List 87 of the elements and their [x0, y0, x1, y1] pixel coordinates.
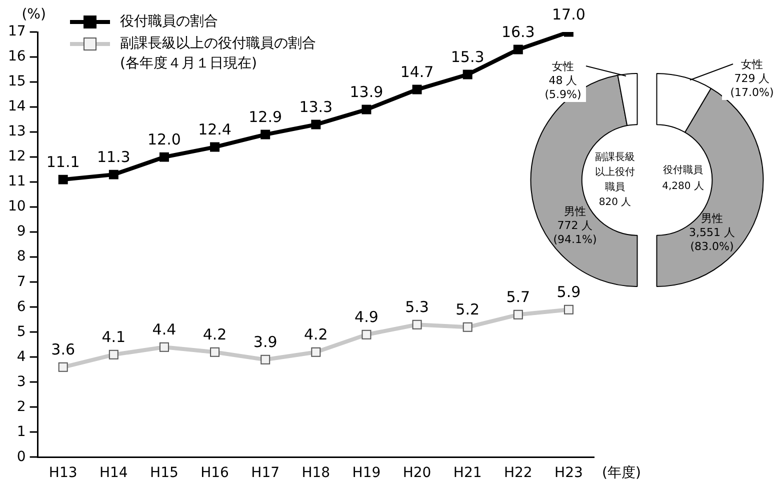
data-label: 3,551 人 (83.0%) — [689, 226, 735, 253]
point — [513, 310, 523, 320]
y-tick-label: 2 — [16, 398, 26, 415]
y-tick-label: 9 — [16, 224, 26, 240]
x-tick-label: H17 — [251, 465, 280, 482]
point — [462, 322, 472, 332]
data-label: 5.9 — [556, 283, 581, 302]
x-axis-title: (年度) — [602, 464, 641, 481]
data-label: 14.7 — [400, 62, 434, 81]
y-tick-label: 10 — [8, 198, 26, 215]
point — [260, 130, 270, 140]
data-label: 48 人 (5.9%) — [544, 74, 582, 101]
annotation: (各年度４月１日現在) — [120, 56, 257, 72]
data-label: 13.3 — [299, 98, 333, 116]
data-label: 3.9 — [253, 333, 278, 352]
point — [108, 350, 118, 360]
point — [412, 84, 422, 94]
y-tick-label: 8 — [16, 248, 26, 265]
slice-label: 女性 — [552, 60, 574, 73]
y-tick-label: 4 — [16, 348, 26, 365]
text: 役付職員 4,280 人 — [661, 164, 705, 194]
data-label: 772 人 (94.1%) — [553, 219, 597, 246]
data-label: 5.7 — [506, 288, 530, 306]
y-tick-label: 17 — [8, 24, 26, 40]
point — [362, 104, 372, 114]
point — [513, 44, 523, 54]
point — [362, 330, 372, 340]
y-tick-label: 14 — [8, 98, 26, 115]
x-tick-label: H13 — [48, 465, 78, 482]
y-tick-label: 1 — [16, 424, 26, 440]
data-label: 11.1 — [46, 152, 80, 171]
point — [564, 304, 574, 314]
point — [159, 152, 169, 162]
x-tick-label: H19 — [352, 465, 381, 482]
y-tick-label: 3 — [16, 374, 26, 390]
data-label: 4.1 — [102, 328, 126, 346]
data-label: 4.9 — [354, 308, 378, 326]
x-tick-label: H22 — [504, 465, 532, 482]
data-label: 4.2 — [202, 326, 227, 344]
text: 副課長級以上役付職員 820 人 — [594, 150, 636, 210]
x-tick-label: H16 — [200, 465, 230, 482]
data-label: 3.6 — [51, 340, 76, 359]
data-label: 5.2 — [456, 300, 480, 319]
data-label: 15.3 — [450, 48, 484, 66]
x-tick-label: H21 — [453, 465, 482, 482]
y-tick-label: 7 — [16, 274, 26, 290]
y-tick-label: 0 — [16, 448, 26, 465]
point — [159, 342, 169, 352]
point — [58, 174, 68, 184]
slice-label: 男性 — [564, 205, 586, 218]
data-label: 12.4 — [198, 120, 232, 138]
y-tick-label: 12 — [8, 148, 26, 165]
y-tick-label: 5 — [16, 324, 26, 340]
y-tick-label: 6 — [16, 298, 26, 315]
data-label: 4.4 — [152, 320, 176, 339]
data-label: 17.0 — [552, 5, 586, 24]
point — [210, 142, 220, 152]
point — [260, 354, 270, 364]
y-tick-label: 15 — [8, 74, 26, 90]
point — [311, 347, 321, 357]
slice-label: 男性 — [701, 212, 723, 225]
data-label: 4.2 — [304, 326, 328, 344]
data-label: 13.9 — [350, 82, 384, 101]
data-label: 12.0 — [148, 130, 181, 148]
point — [210, 347, 220, 357]
point — [58, 362, 68, 372]
x-tick-label: H23 — [554, 465, 583, 482]
y-axis-title: (%) — [22, 6, 46, 23]
data-label: 729 人 (17.0%) — [730, 72, 774, 99]
point — [311, 120, 321, 130]
point — [462, 70, 472, 80]
x-tick-label: H14 — [99, 465, 128, 482]
point — [108, 170, 118, 180]
data-label: 11.3 — [96, 148, 130, 166]
legend-label: 副課長級以上の役付職員の割合 — [120, 36, 316, 52]
x-tick-label: H18 — [302, 465, 330, 482]
data-label: 5.3 — [405, 298, 429, 316]
data-label: 12.9 — [248, 108, 282, 126]
y-tick-label: 16 — [8, 48, 26, 65]
legend-label: 役付職員の割合 — [120, 14, 218, 30]
y-tick-label: 11 — [8, 174, 26, 190]
x-tick-label: H15 — [150, 465, 178, 482]
data-label: 16.3 — [501, 22, 535, 41]
point — [412, 320, 422, 330]
y-tick-label: 13 — [8, 124, 26, 140]
slice-label: 女性 — [741, 58, 763, 71]
x-tick-label: H20 — [402, 465, 432, 482]
